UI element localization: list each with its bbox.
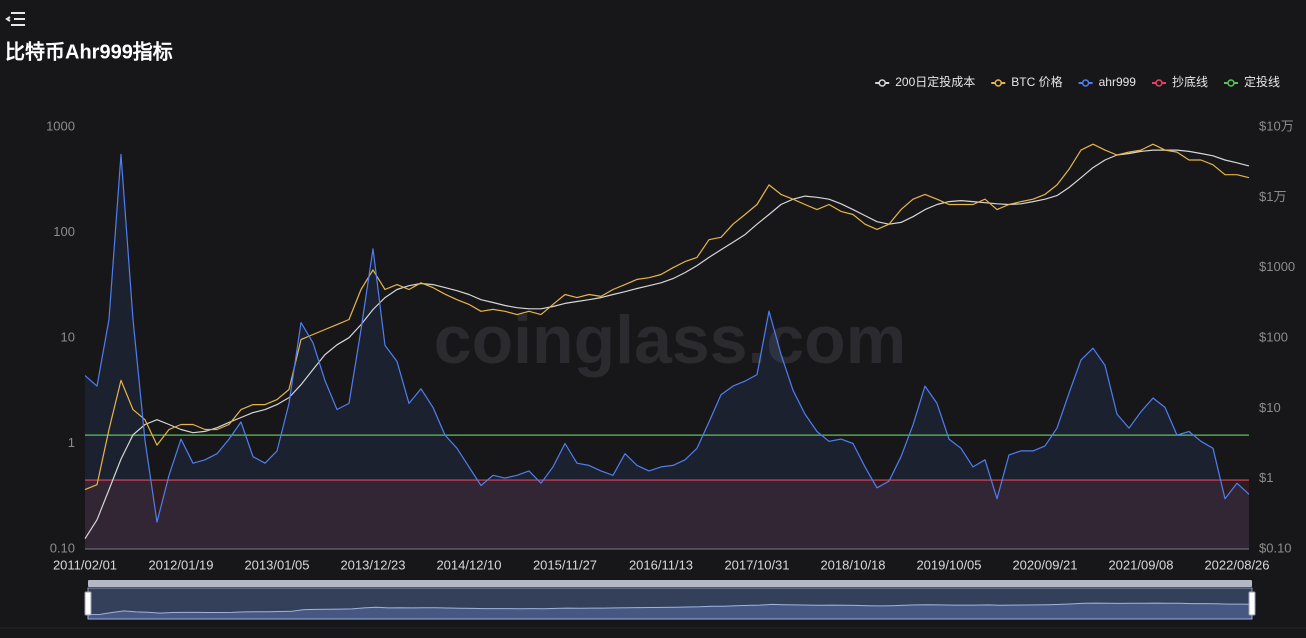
- y2-tick-label: $0.10: [1259, 540, 1292, 555]
- menu-icon[interactable]: [5, 12, 25, 26]
- x-tick-label: 2021/09/08: [1108, 557, 1173, 572]
- legend-label: 200日定投成本: [895, 74, 975, 89]
- legend-label: ahr999: [1099, 75, 1137, 89]
- slider-handle[interactable]: [84, 591, 92, 616]
- legend-marker-dot: [1081, 79, 1090, 87]
- zone-fill: [85, 480, 1249, 549]
- x-tick-label: 2014/12/10: [436, 557, 501, 572]
- legend-item[interactable]: 200日定投成本: [875, 74, 975, 89]
- legend-item[interactable]: 定投线: [1223, 74, 1280, 89]
- legend: 定投线 抄底线 ahr999 BTC 价格 200日定投成本: [875, 74, 1280, 89]
- x-tick-label: 2022/08/26: [1204, 557, 1269, 572]
- legend-item[interactable]: 抄底线: [1151, 74, 1208, 89]
- y2-tick-label: $10万: [1259, 118, 1294, 133]
- chart-title: 比特币Ahr999指标: [5, 39, 173, 63]
- watermark: coinglass.com: [434, 302, 906, 378]
- legend-marker-dot: [878, 79, 886, 87]
- legend-item[interactable]: ahr999: [1078, 75, 1137, 89]
- legend-label: BTC 价格: [1011, 74, 1062, 89]
- x-tick-label: 2013/01/05: [244, 557, 309, 572]
- x-tick-label: 2013/12/23: [340, 557, 405, 572]
- slider-handle[interactable]: [1248, 591, 1256, 616]
- legend-marker-dot: [994, 79, 1002, 87]
- y2-tick-label: $1000: [1259, 259, 1295, 274]
- y-tick-label: 10: [61, 329, 75, 344]
- y2-tick-label: $1: [1259, 470, 1273, 485]
- y-tick-label: 100: [53, 224, 75, 239]
- slider-top-bar: [88, 580, 1252, 587]
- menu-arrow: [5, 16, 11, 22]
- x-tick-label: 2020/09/21: [1012, 557, 1077, 572]
- legend-label: 定投线: [1244, 74, 1280, 89]
- series-line: [84, 153, 1250, 523]
- series-area: [85, 154, 1249, 549]
- x-tick-label: 2017/10/31: [724, 557, 789, 572]
- slider-preview: [87, 602, 1253, 620]
- y2-tick-label: $10: [1259, 400, 1281, 415]
- legend-marker-dot: [1227, 79, 1235, 87]
- x-tick-label: 2016/11/13: [629, 557, 693, 572]
- y2-tick-label: $100: [1259, 329, 1288, 344]
- y-tick-label: 1000: [46, 118, 75, 133]
- series-line: [84, 143, 1250, 491]
- x-tick-label: 2019/10/05: [916, 557, 981, 572]
- x-tick-label: 2012/01/19: [148, 557, 213, 572]
- y-tick-label: 0.10: [50, 540, 75, 555]
- x-tick-label: 2018/10/18: [820, 557, 885, 572]
- legend-label: 抄底线: [1172, 74, 1208, 89]
- y-tick-label: 1: [68, 435, 75, 450]
- series-line: [84, 149, 1250, 540]
- x-tick-label: 2011/02/01: [53, 557, 117, 572]
- legend-item[interactable]: BTC 价格: [991, 74, 1063, 89]
- legend-marker-dot: [1155, 79, 1163, 87]
- y2-tick-label: $1万: [1259, 189, 1286, 204]
- x-tick-label: 2015/11/27: [533, 557, 597, 572]
